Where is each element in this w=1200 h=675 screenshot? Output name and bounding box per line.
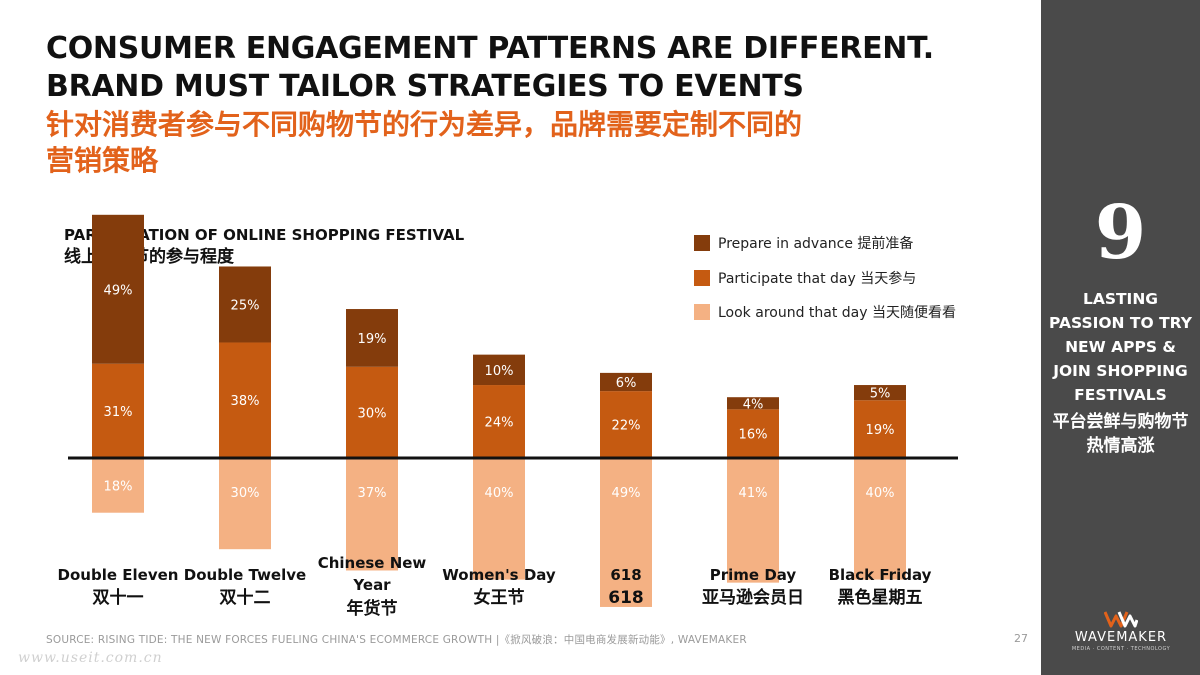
- data-label-prepare-3: 19%: [358, 332, 387, 347]
- section-number: 9: [1094, 190, 1147, 276]
- bar-participate-2: [219, 342, 271, 458]
- data-label-prepare-5: 6%: [616, 376, 637, 391]
- bar-look-around-3: [346, 458, 398, 571]
- data-label-prepare-7: 5%: [870, 387, 891, 402]
- stacked-bar-chart: 18% 31% 49% Double Eleven 双十一 30% 38% 25% Double…: [58, 214, 958, 619]
- data-label-participate-5: 22%: [612, 419, 641, 434]
- side-panel-title-en: LASTING PASSION TO TRY NEW APPS & JOIN S…: [1049, 290, 1192, 404]
- bar-look-around-4: [473, 458, 525, 580]
- data-label-look-around-4: 40%: [485, 486, 514, 501]
- headline: CONSUMER ENGAGEMENT PATTERNS ARE DIFFERE…: [46, 30, 1006, 178]
- category-label-en-1: Double Eleven: [58, 566, 179, 584]
- legend-item-look-around: Look around that day 当天随便看看: [694, 295, 956, 330]
- data-label-look-around-6: 41%: [739, 486, 768, 501]
- legend-item-prepare: Prepare in advance 提前准备: [694, 226, 956, 261]
- data-label-participate-1: 31%: [104, 405, 133, 420]
- bar-prepare-6: [727, 397, 779, 410]
- data-label-participate-2: 38%: [231, 394, 260, 409]
- legend-swatch-prepare: [694, 235, 710, 252]
- legend-swatch-look-around: [694, 304, 710, 321]
- category-label-cn-5: 618: [608, 588, 644, 608]
- data-label-look-around-5: 49%: [612, 486, 641, 501]
- data-label-prepare-1: 49%: [104, 283, 133, 298]
- category-label-cn-3: 年货节: [347, 598, 398, 619]
- category-label-cn-7: 黑色星期五: [838, 587, 923, 608]
- data-label-look-around-7: 40%: [866, 486, 895, 501]
- data-label-look-around-2: 30%: [231, 486, 260, 501]
- bar-prepare-7: [854, 385, 906, 401]
- category-label-en-5: 618: [610, 566, 641, 584]
- category-label-en-3-b: Year: [352, 576, 391, 594]
- logo-wordmark: WAVEMAKER: [1074, 630, 1168, 645]
- legend-swatch-participate: [694, 269, 710, 286]
- data-label-prepare-6: 4%: [743, 397, 764, 412]
- logo-tagline: MEDIA · CONTENT · TECHNOLOGY: [1071, 646, 1171, 652]
- bar-participate-3: [346, 366, 398, 458]
- wavemaker-logo: WAVEMAKER MEDIA · CONTENT · TECHNOLOGY: [1061, 610, 1181, 652]
- legend-item-participate: Participate that day 当天参与: [694, 261, 956, 296]
- bar-prepare-5: [600, 372, 652, 392]
- bar-participate-6: [727, 409, 779, 458]
- bar-participate-7: [854, 400, 906, 458]
- data-label-participate-4: 24%: [485, 416, 514, 431]
- legend-label-prepare: Prepare in advance 提前准备: [718, 236, 914, 253]
- category-label-en-7: Black Friday: [829, 566, 932, 584]
- legend-label-look-around: Look around that day 当天随便看看: [718, 305, 956, 322]
- bar-prepare-1: [92, 214, 144, 364]
- data-label-prepare-4: 10%: [485, 364, 514, 379]
- bar-look-around-2: [219, 458, 271, 550]
- headline-line-1: CONSUMER ENGAGEMENT PATTERNS ARE DIFFERE…: [46, 31, 934, 66]
- bar-look-around-5: [600, 458, 652, 607]
- data-label-participate-3: 30%: [358, 406, 387, 421]
- bar-participate-1: [92, 363, 144, 458]
- data-label-participate-6: 16%: [739, 428, 768, 443]
- bar-look-around-1: [92, 458, 144, 513]
- category-label-cn-4: 女王节: [474, 587, 525, 608]
- bar-look-around-7: [854, 458, 906, 580]
- source-note: SOURCE: RISING TIDE: THE NEW FORCES FUEL…: [46, 634, 747, 646]
- headline-cn-line-2: 营销策略: [46, 144, 159, 177]
- data-label-look-around-3: 37%: [358, 486, 387, 501]
- page-number: 27: [1014, 632, 1028, 645]
- category-label-cn-1: 双十一: [93, 587, 144, 608]
- side-panel: 9 LASTING PASSION TO TRY NEW APPS & JOIN…: [1041, 0, 1200, 675]
- bar-prepare-3: [346, 309, 398, 367]
- side-panel-title-cn: 平台尝鲜与购物节热情高涨: [1052, 412, 1189, 456]
- bar-look-around-6: [727, 458, 779, 583]
- category-label-en-6: Prime Day: [710, 566, 797, 584]
- chart-title-en: PARTICIPATION OF ONLINE SHOPPING FESTIVA…: [64, 226, 465, 244]
- category-label-en-4: Women's Day: [442, 566, 556, 584]
- bar-prepare-2: [219, 266, 271, 343]
- bar-participate-4: [473, 385, 525, 458]
- category-label-en-3-a: Chinese New: [318, 554, 427, 572]
- data-label-prepare-2: 25%: [231, 298, 260, 313]
- legend-label-participate: Participate that day 当天参与: [718, 270, 917, 287]
- headline-cn-line-1: 针对消费者参与不同购物节的行为差异，品牌需要定制不同的: [46, 108, 803, 141]
- category-label-cn-2: 双十二: [220, 587, 271, 608]
- data-label-look-around-1: 18%: [104, 479, 133, 494]
- headline-line-2: BRAND MUST TAILOR STRATEGIES TO EVENTS: [46, 69, 804, 104]
- watermark: www.useit.com.cn: [18, 650, 163, 666]
- wavemaker-logo-icon: [1104, 611, 1138, 628]
- bar-participate-5: [600, 391, 652, 458]
- category-label-en-2: Double Twelve: [184, 566, 306, 584]
- data-label-participate-7: 19%: [866, 423, 895, 438]
- chart-legend: Prepare in advance 提前准备 Participate that…: [694, 226, 956, 330]
- bar-prepare-4: [473, 354, 525, 386]
- category-label-cn-6: 亚马逊会员日: [702, 587, 804, 608]
